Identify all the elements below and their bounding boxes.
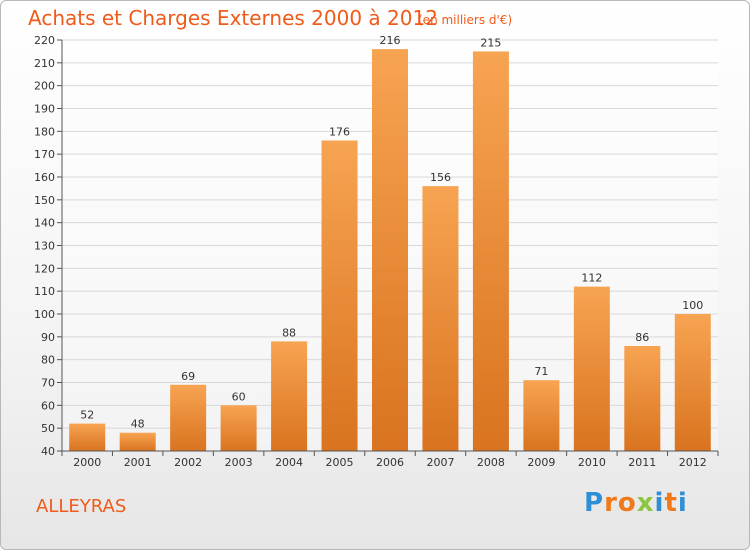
data-label-2004: 88 [282,326,296,339]
x-tick-label: 2011 [628,456,656,469]
data-label-2000: 52 [80,409,94,422]
y-tick-label: 200 [34,80,55,93]
chart-title: Achats et Charges Externes 2000 à 2012 [28,6,438,30]
bar-2005 [321,140,358,451]
data-label-2010: 112 [581,272,602,285]
bar-2011 [624,345,661,451]
data-label-2011: 86 [635,331,649,344]
logo-letter: t [664,488,678,518]
logo-letter: P [584,488,605,518]
bar-2003 [220,405,257,451]
data-label-2012: 100 [682,299,703,312]
bar-2000 [69,423,106,451]
data-label-2007: 156 [430,171,451,184]
y-tick-label: 220 [34,34,55,47]
x-tick-label: 2010 [578,456,606,469]
y-tick-label: 70 [41,377,55,390]
bar-2007 [422,186,459,451]
y-tick-label: 170 [34,148,55,161]
logo-letter: i [654,488,665,518]
y-tick-label: 120 [34,262,55,275]
data-label-2003: 60 [232,390,246,403]
bar-2012 [674,314,711,451]
y-tick-label: 60 [41,399,55,412]
bar-2008 [472,51,509,452]
y-tick-label: 100 [34,308,55,321]
y-tick-label: 150 [34,194,55,207]
x-tick-label: 2008 [477,456,505,469]
data-label-2009: 71 [534,365,548,378]
y-tick-label: 180 [34,125,55,138]
logo-letter: o [617,488,637,518]
logo-letter: r [604,488,618,518]
location-name: ALLEYRAS [36,496,127,517]
bar-2004 [271,341,308,451]
y-tick-label: 190 [34,103,55,116]
data-label-2005: 176 [329,125,350,138]
x-tick-label: 2007 [426,456,454,469]
logo-letter: i [677,488,688,518]
y-tick-label: 140 [34,217,55,230]
y-tick-label: 110 [34,285,55,298]
bars [69,49,711,452]
x-tick-label: 2006 [376,456,404,469]
bar-2009 [523,380,560,451]
data-label-2008: 215 [480,36,501,49]
chart-unit-note: (en milliers d'€) [418,13,513,27]
bar-2006 [372,49,408,452]
y-tick-label: 210 [34,57,55,70]
x-tick-label: 2009 [527,456,555,469]
proxiti-logo: Proxiti [584,488,688,518]
x-tick-label: 2005 [326,456,354,469]
y-axis-ticks: 40 50 60 70 80 90 100 110 120 130 140 150 160 170 180 1… [34,34,62,458]
bar-2001 [119,432,156,451]
y-tick-label: 160 [34,171,55,184]
logo-letter: x [636,488,655,518]
x-tick-label: 2002 [174,456,202,469]
x-tick-label: 2001 [124,456,152,469]
y-tick-label: 50 [41,422,55,435]
x-axis-ticks: 2000 2001 2002 2003 2004 2005 2006 2007 2008 2009… [61,451,719,469]
y-tick-label: 80 [41,354,55,367]
x-tick-label: 2000 [73,456,101,469]
bar-2002 [170,384,207,451]
data-label-2001: 48 [131,418,145,431]
y-tick-label: 130 [34,240,55,253]
bar-2010 [573,286,610,451]
data-label-2002: 69 [181,370,195,383]
x-tick-label: 2003 [225,456,253,469]
data-label-2006: 216 [380,34,401,47]
y-tick-label: 90 [41,331,55,344]
x-tick-label: 2012 [679,456,707,469]
x-tick-label: 2004 [275,456,303,469]
data-labels: 52 48 69 60 88 176 216 156 215 71 112 86 100 [80,34,703,431]
y-tick-label: 40 [41,445,55,458]
